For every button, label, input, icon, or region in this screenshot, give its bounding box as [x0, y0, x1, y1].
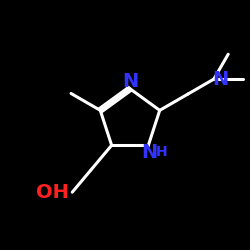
Text: N: N: [213, 70, 229, 88]
Text: H: H: [156, 145, 167, 159]
Text: OH: OH: [36, 183, 68, 202]
Text: N: N: [122, 72, 138, 91]
Text: N: N: [142, 143, 158, 162]
